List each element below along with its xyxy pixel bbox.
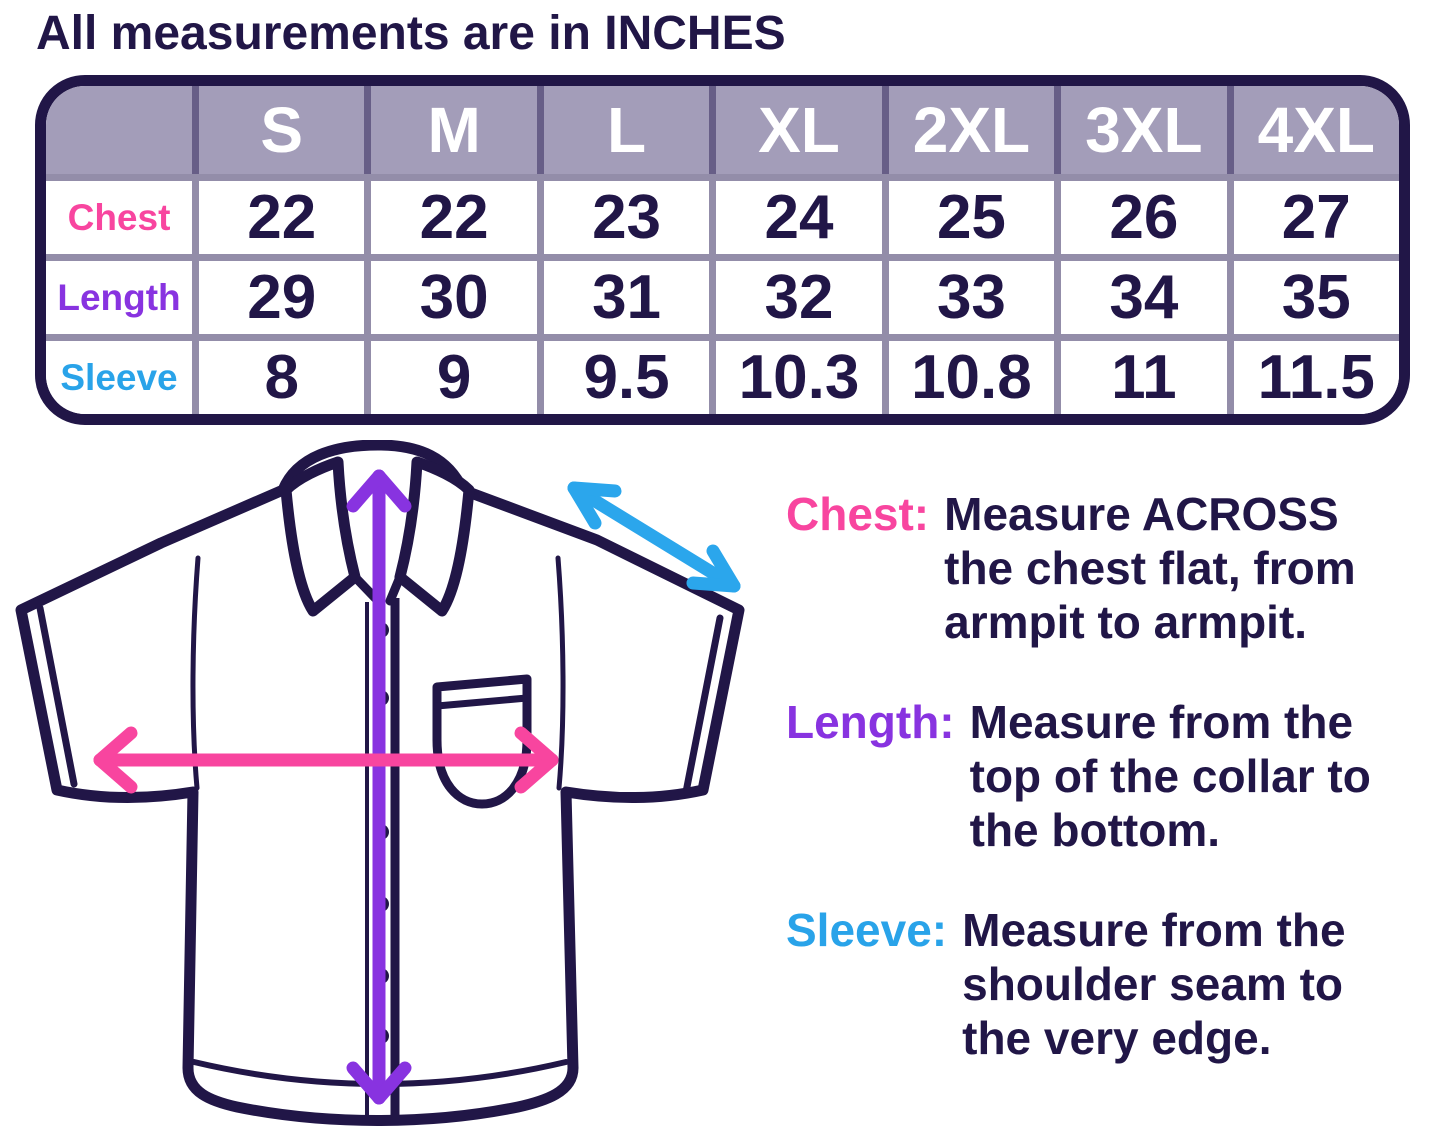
size-column-header: XL bbox=[709, 86, 882, 174]
instruction-length: Length: Measure from the top of the coll… bbox=[786, 695, 1436, 857]
measurement-cell: 9 bbox=[364, 334, 537, 414]
size-chart-table: S M L XL 2XL 3XL 4XL Chest 22 22 23 24 2… bbox=[35, 75, 1410, 425]
measurement-cell: 26 bbox=[1054, 174, 1227, 254]
instruction-chest: Chest: Measure ACROSS the chest flat, fr… bbox=[786, 487, 1436, 649]
page-title: All measurements are in INCHES bbox=[36, 7, 786, 60]
measurement-cell: 25 bbox=[881, 174, 1055, 254]
sleeve-arrow bbox=[567, 481, 741, 593]
measurement-cell: 9.5 bbox=[536, 334, 710, 414]
measurement-cell: 27 bbox=[1226, 174, 1399, 254]
measurement-cell: 10.8 bbox=[881, 334, 1055, 414]
row-label-length: Length bbox=[46, 254, 192, 334]
length-arrow bbox=[346, 469, 412, 1105]
pocket-flap-line bbox=[433, 694, 531, 710]
chest-arrow bbox=[93, 726, 559, 794]
measurement-cell: 33 bbox=[881, 254, 1055, 334]
neck-opening-right bbox=[385, 572, 405, 606]
size-column-header: L bbox=[536, 86, 710, 174]
measurement-cell: 11 bbox=[1054, 334, 1227, 414]
instruction-text-chest: Measure ACROSS the chest flat, from armp… bbox=[944, 488, 1356, 649]
measurement-cell: 29 bbox=[192, 254, 365, 334]
measurement-cell: 24 bbox=[709, 174, 882, 254]
measurement-cell: 30 bbox=[364, 254, 537, 334]
row-label-sleeve: Sleeve bbox=[46, 334, 192, 414]
size-column-header: 4XL bbox=[1226, 86, 1399, 174]
measurement-instructions: Chest: Measure ACROSS the chest flat, fr… bbox=[786, 487, 1436, 1111]
measurement-cell: 22 bbox=[364, 174, 537, 254]
collar-left-lapel bbox=[280, 456, 361, 617]
instruction-text-length: Measure from the top of the collar to th… bbox=[969, 696, 1371, 857]
cuff-line-left bbox=[36, 604, 78, 788]
measurement-cell: 35 bbox=[1226, 254, 1399, 334]
measurement-cell: 8 bbox=[192, 334, 365, 414]
measurement-cell: 32 bbox=[709, 254, 882, 334]
instruction-label-length: Length: bbox=[786, 696, 955, 749]
measurement-cell: 31 bbox=[536, 254, 710, 334]
measurement-cell: 11.5 bbox=[1226, 334, 1399, 414]
size-column-header: S bbox=[192, 86, 365, 174]
size-column-header: M bbox=[364, 86, 537, 174]
measurement-cell: 22 bbox=[192, 174, 365, 254]
instruction-label-sleeve: Sleeve: bbox=[786, 904, 948, 957]
measurement-cell: 23 bbox=[536, 174, 710, 254]
table-corner-cell bbox=[46, 86, 192, 174]
instruction-text-sleeve: Measure from the shoulder seam to the ve… bbox=[962, 904, 1346, 1065]
measurement-cell: 34 bbox=[1054, 254, 1227, 334]
size-column-header: 3XL bbox=[1054, 86, 1227, 174]
sleeve-seam-right bbox=[555, 555, 566, 791]
row-label-chest: Chest bbox=[46, 174, 192, 254]
shirt-measurement-diagram bbox=[15, 440, 745, 1126]
instruction-label-chest: Chest: bbox=[786, 488, 930, 540]
measurement-cell: 10.3 bbox=[709, 334, 882, 414]
cuff-line-right bbox=[682, 614, 724, 796]
size-column-header: 2XL bbox=[881, 86, 1055, 174]
instruction-sleeve: Sleeve: Measure from the shoulder seam t… bbox=[786, 903, 1436, 1065]
collar-right-lapel bbox=[394, 456, 475, 617]
